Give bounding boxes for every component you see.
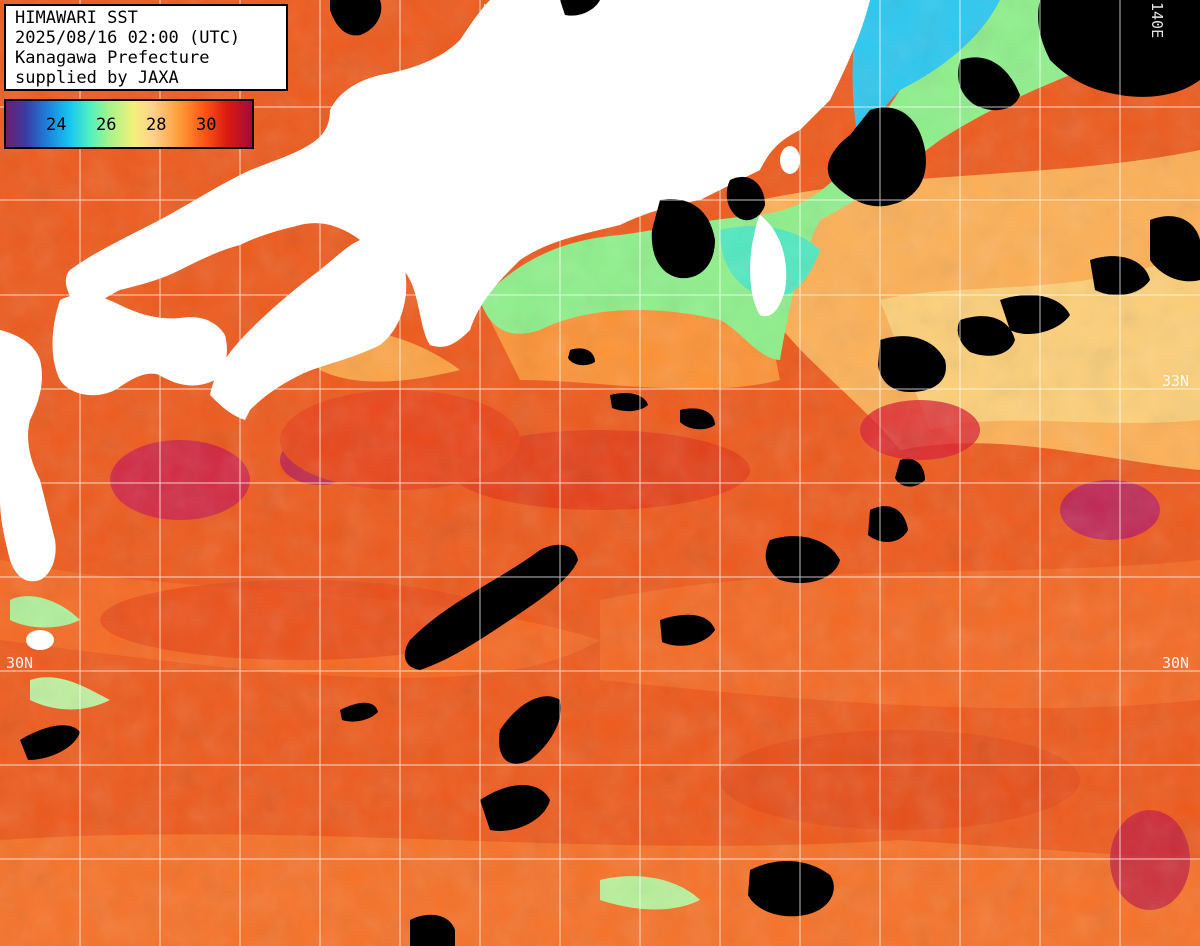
island-small-3 [526,197,554,233]
cloud-masks [20,0,1200,946]
lat-label-33n-left: 33N [6,372,34,390]
map-title: HIMAWARI SST [15,8,138,28]
lat-label-33n-right: 33N [1162,372,1190,390]
lon-label-136e: 136E [480,2,498,39]
island-small-1 [26,630,54,650]
lat-label-30n-right: 30N [1162,654,1190,672]
map-credit: supplied by JAXA [15,68,179,88]
island-small-2 [473,147,497,183]
map-region: Kanagawa Prefecture [15,48,210,68]
kyushu-landmass [0,330,56,582]
legend-tick-28: 28 [146,115,167,135]
island-small-4 [780,146,800,174]
kii-peninsula [210,240,407,420]
izu-peninsula [750,215,787,317]
lat-label-30n-left: 30N [6,654,34,672]
map-datetime: 2025/08/16 02:00 (UTC) [15,28,241,48]
legend-tick-24: 24 [46,115,67,135]
lon-label-140e: 140E [1148,2,1166,39]
honshu-landmass [65,0,871,347]
map-info-box: HIMAWARI SST 2025/08/16 02:00 (UTC) Kana… [4,4,288,91]
temperature-legend: 24 26 28 30 [4,99,254,149]
land-masses [0,0,871,650]
legend-tick-30: 30 [196,115,217,135]
legend-tick-26: 26 [96,115,117,135]
shikoku-landmass [52,294,227,396]
